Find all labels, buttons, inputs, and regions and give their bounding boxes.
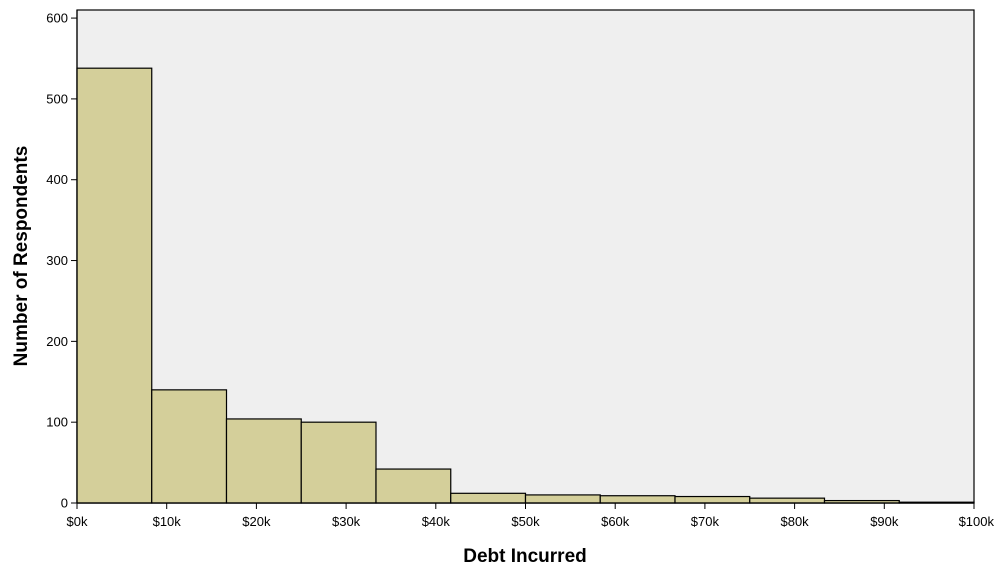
histogram-bar xyxy=(749,497,826,504)
x-tick-label: $10k xyxy=(153,514,182,529)
y-tick-label: 0 xyxy=(61,496,68,511)
histogram-bar xyxy=(524,494,601,504)
y-tick-label: 400 xyxy=(46,172,68,187)
x-tick-label: $60k xyxy=(601,514,630,529)
y-tick-label: 600 xyxy=(46,11,68,26)
y-axis-title: Number of Respondents xyxy=(11,146,32,367)
histogram-bar xyxy=(151,389,228,504)
x-tick-label: $30k xyxy=(332,514,361,529)
x-tick-label: $0k xyxy=(67,514,88,529)
y-tick-label: 100 xyxy=(46,415,68,430)
histogram-bar xyxy=(375,468,452,504)
histogram-bar xyxy=(450,492,527,504)
y-axis: 0 100 200 300 400 500 600 xyxy=(46,10,78,511)
histogram-bar xyxy=(76,67,153,504)
x-tick-label: $40k xyxy=(422,514,451,529)
y-tick-label: 200 xyxy=(46,334,68,349)
x-tick-label: $100k xyxy=(959,514,995,529)
histogram-bar xyxy=(674,495,751,504)
y-tick-label: 500 xyxy=(46,91,68,106)
histogram-bar xyxy=(599,495,676,504)
histogram-bar xyxy=(300,421,377,504)
x-axis: $0k $10k $20k $30k $40k $50k $60k $70k $80k $90k $… xyxy=(67,502,995,529)
x-tick-label: $90k xyxy=(870,514,899,529)
y-tick-label: 300 xyxy=(46,253,68,268)
x-tick-label: $20k xyxy=(242,514,271,529)
x-tick-label: $50k xyxy=(511,514,540,529)
histogram-bar xyxy=(225,418,302,504)
histogram-bars xyxy=(76,67,975,504)
x-axis-title: Debt Incurred xyxy=(463,546,587,567)
x-tick-label: $70k xyxy=(691,514,720,529)
x-tick-label: $80k xyxy=(780,514,809,529)
